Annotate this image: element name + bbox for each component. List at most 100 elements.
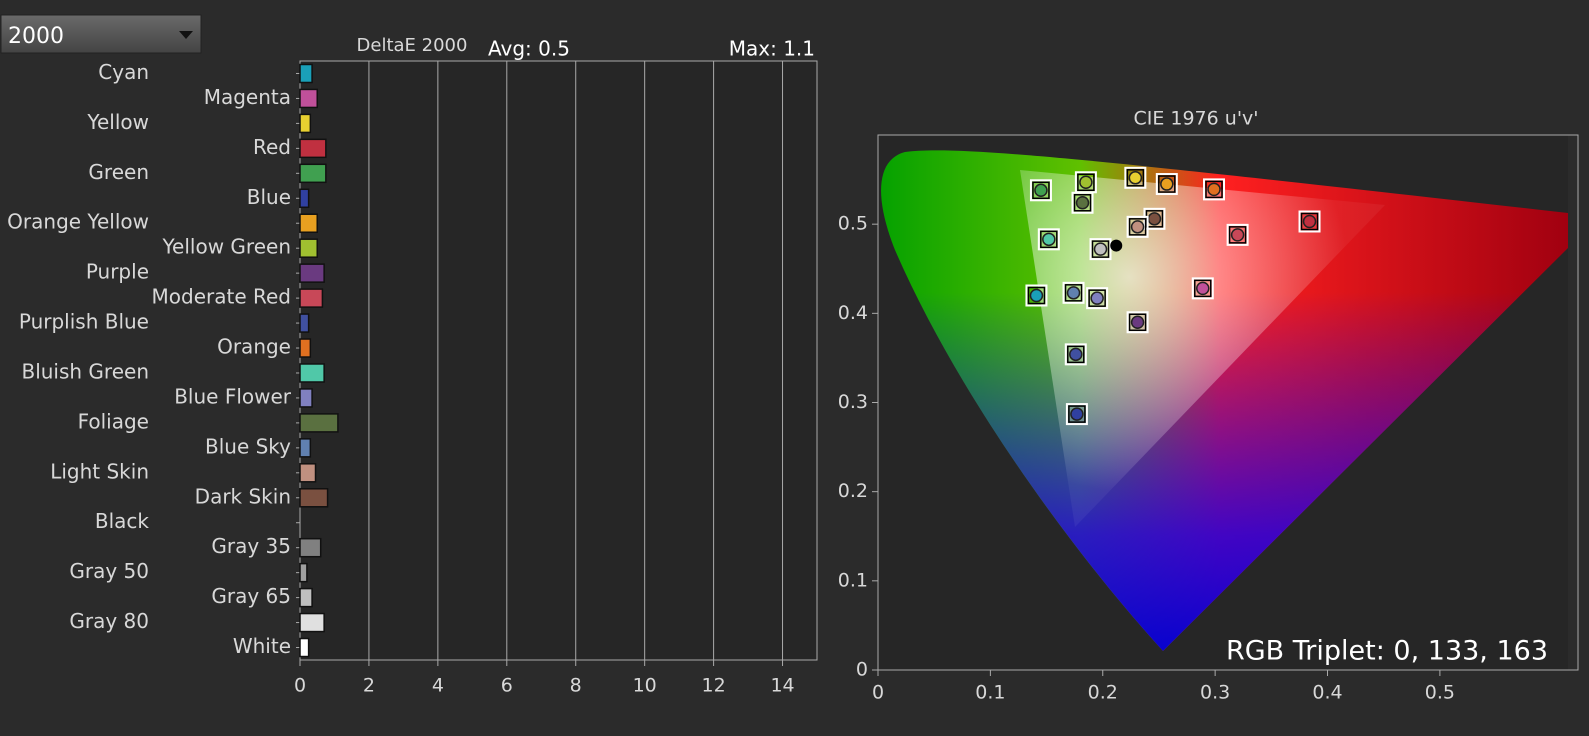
x-tick-label: 0.1	[975, 682, 1005, 704]
category-label: White	[233, 634, 291, 658]
measured-point	[1196, 281, 1210, 296]
target-square	[1126, 215, 1149, 238]
target-square	[1062, 281, 1085, 304]
measured-point	[1075, 196, 1090, 210]
target-square-inner	[1228, 226, 1247, 244]
y-tick-label: 0.4	[838, 302, 868, 324]
measured-point	[1029, 288, 1044, 303]
target-square	[1086, 287, 1109, 310]
bar	[299, 438, 312, 458]
measured-point	[1207, 182, 1221, 197]
measured-point	[1034, 183, 1048, 198]
target-square-inner	[1032, 181, 1050, 200]
max-label: Max: 1.1	[729, 37, 815, 61]
white-point	[1110, 239, 1123, 252]
x-tick-label: 12	[702, 675, 726, 697]
measured-point	[1070, 407, 1084, 421]
bar	[299, 313, 310, 333]
bar	[299, 637, 310, 658]
measured-point	[1042, 232, 1056, 247]
category-label: Gray 80	[69, 609, 149, 633]
bar	[299, 63, 313, 84]
target-square-inner	[1073, 194, 1092, 212]
target-square	[1029, 179, 1052, 202]
category-label: Yellow	[86, 110, 149, 134]
x-tick-label: 0.3	[1200, 682, 1230, 704]
bar	[299, 263, 325, 283]
target-square	[1191, 277, 1214, 300]
x-tick-label: 6	[501, 675, 513, 697]
target-square-inner	[1067, 345, 1085, 364]
category-label: Red	[253, 135, 291, 159]
measured-point	[1147, 212, 1162, 226]
bar	[299, 213, 318, 233]
bar	[299, 537, 322, 558]
category-label: Bluish Green	[21, 359, 149, 383]
avg-label: Avg: 0.5	[488, 37, 570, 61]
bar	[299, 587, 313, 608]
y-tick-label: 0.2	[838, 480, 868, 502]
bar	[299, 413, 339, 433]
measured-point	[1079, 175, 1093, 190]
bar-plot-area	[299, 60, 818, 661]
gamut	[878, 135, 1568, 670]
bar	[299, 238, 318, 258]
measured-point	[1128, 171, 1143, 185]
target-square	[1071, 191, 1094, 214]
target-square-inner	[1158, 175, 1176, 193]
x-tick-label: 2	[363, 675, 375, 697]
bar	[299, 463, 317, 483]
bar	[299, 113, 312, 134]
dropdown-arrow[interactable]	[179, 31, 193, 39]
category-label: Orange Yellow	[7, 210, 149, 234]
category-label: Purplish Blue	[19, 310, 149, 334]
target-square-inner	[1126, 169, 1145, 187]
category-label: Yellow Green	[162, 235, 292, 259]
measured-point	[1130, 220, 1145, 234]
category-label: Cyan	[98, 60, 149, 84]
y-tick-label: 0	[856, 659, 868, 681]
cie-title: CIE 1976 u'v'	[1133, 108, 1258, 130]
bar-title: DeltaE 2000	[357, 35, 468, 56]
category-label: Magenta	[204, 85, 291, 109]
bar	[299, 338, 312, 358]
category-label: Black	[95, 509, 150, 533]
x-tick-label: 14	[770, 675, 794, 697]
target-square	[1037, 228, 1060, 251]
target-square	[1155, 173, 1178, 196]
measured-point	[1230, 228, 1245, 242]
dropdown-value[interactable]: 2000	[8, 24, 64, 49]
category-label: Orange	[217, 335, 291, 359]
x-tick-label: 0.2	[1088, 682, 1118, 704]
category-label: Gray 35	[211, 534, 291, 558]
bar	[299, 562, 308, 583]
category-label: Foliage	[78, 409, 149, 433]
category-label: Gray 65	[211, 584, 291, 608]
target-square	[1124, 166, 1147, 189]
category-label: Light Skin	[50, 459, 149, 483]
measured-point	[1090, 291, 1104, 305]
category-label: Blue Flower	[174, 384, 292, 408]
target-square-inner	[1145, 210, 1164, 228]
target-square-inner	[1091, 240, 1110, 258]
category-label: Moderate Red	[152, 285, 291, 309]
category-label: Dark Skin	[195, 484, 291, 508]
y-tick-label: 0.1	[838, 569, 868, 591]
target-square-inner	[1194, 279, 1212, 298]
target-square	[1065, 403, 1088, 426]
bar	[299, 288, 324, 308]
bar	[299, 363, 325, 383]
target-square	[1064, 343, 1087, 366]
x-tick-label: 10	[633, 675, 657, 697]
x-tick-label: 8	[570, 675, 582, 697]
bar	[299, 388, 313, 408]
target-square-inner	[1077, 173, 1095, 192]
target-square-inner	[1128, 218, 1147, 236]
dropdown[interactable]: 2000	[0, 14, 202, 54]
measured-point	[1069, 347, 1083, 362]
measured-point	[1302, 214, 1317, 229]
dropdown-box[interactable]	[0, 14, 202, 54]
target-square	[1126, 311, 1149, 334]
bar	[299, 488, 329, 508]
